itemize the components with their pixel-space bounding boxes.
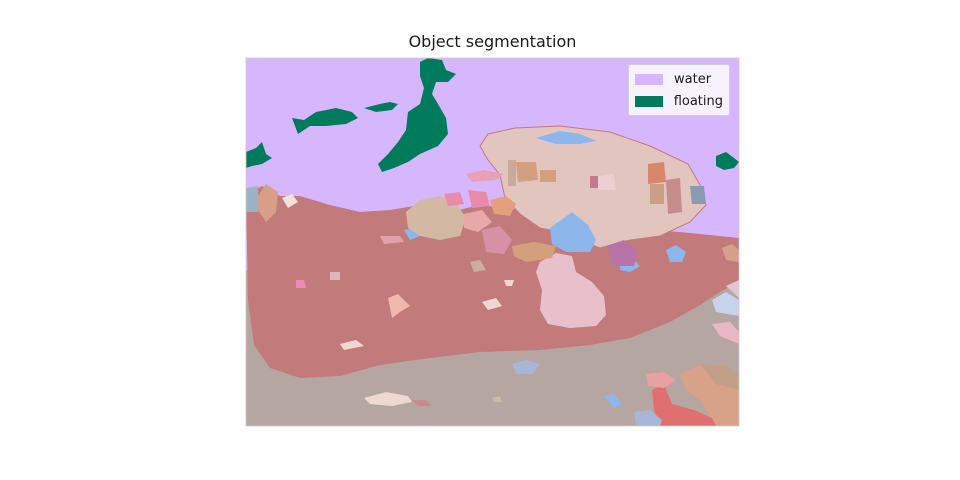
legend: water floating [628, 64, 730, 116]
tan-object [406, 196, 466, 240]
legend-label-floating: floating [673, 93, 723, 109]
legend-swatch-water [635, 73, 663, 85]
tan-object [470, 260, 486, 272]
pink-object [466, 170, 504, 182]
tan-patch [650, 184, 664, 204]
blue-gray-object [246, 186, 258, 212]
peach-object [722, 244, 739, 262]
tan-patch [516, 162, 538, 182]
figure-title: Object segmentation [408, 32, 577, 51]
blue-object [550, 212, 596, 252]
blue-fish [536, 131, 596, 144]
floating-object [246, 142, 272, 168]
tan-object [512, 242, 556, 262]
pink-object [536, 253, 606, 328]
rose-object [464, 210, 492, 232]
tan-object [492, 396, 502, 402]
rose-object [482, 226, 512, 254]
blue-object [634, 410, 662, 426]
rose-patch [666, 178, 682, 214]
white-object [282, 194, 298, 208]
pink-object [712, 322, 739, 344]
legend-item-water: water [635, 68, 723, 90]
plot-frame [245, 57, 740, 427]
red-object [652, 384, 716, 426]
peach-object [388, 294, 410, 318]
blue-object [512, 360, 540, 374]
pink-object [380, 236, 404, 244]
light-object [726, 280, 739, 298]
light-object [330, 272, 340, 280]
white-object [504, 280, 514, 286]
legend-label-water: water [674, 71, 712, 87]
tan-patch [540, 170, 556, 182]
pink-patch [598, 174, 616, 190]
tan-patch [508, 160, 516, 186]
tan-object [700, 364, 739, 390]
peach-object [258, 184, 278, 222]
pink-object [646, 372, 676, 388]
orange-object [490, 196, 516, 216]
blue-gray-patch [690, 186, 706, 204]
pink-object [296, 280, 306, 288]
blue-object [666, 245, 686, 262]
violet-object [606, 240, 638, 266]
white-object [364, 392, 412, 406]
legend-item-floating: floating [635, 90, 723, 112]
white-object [340, 340, 364, 350]
orange-patch [648, 162, 666, 184]
floating-object [364, 102, 398, 112]
floating-object [292, 108, 358, 134]
blue-object [604, 394, 622, 408]
floating-object [378, 58, 456, 172]
pink-object [444, 192, 464, 206]
rose-patch [590, 176, 598, 188]
rose-object [412, 400, 432, 406]
blue-object [712, 292, 739, 316]
legend-swatch-floating [635, 95, 663, 107]
floating-object [716, 152, 739, 170]
white-object [482, 298, 502, 310]
pink-object [468, 190, 490, 208]
